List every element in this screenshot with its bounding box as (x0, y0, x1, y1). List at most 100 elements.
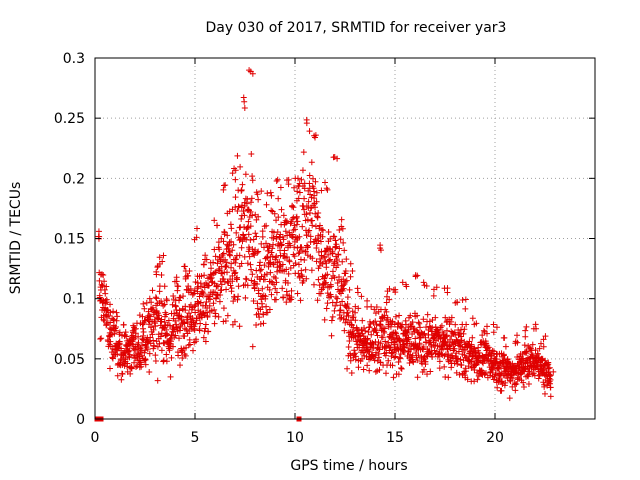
data-point (458, 337, 465, 344)
data-point (258, 188, 265, 195)
data-point (195, 307, 202, 314)
data-point (315, 237, 322, 244)
data-point (152, 352, 159, 359)
data-point (364, 297, 371, 304)
data-point (416, 340, 423, 347)
data-point (334, 295, 341, 302)
data-point (502, 343, 509, 350)
data-point (337, 236, 344, 243)
data-point (263, 303, 270, 310)
data-point (217, 292, 224, 299)
data-point (397, 355, 404, 362)
data-point (176, 335, 183, 342)
data-point (390, 374, 397, 381)
data-point (263, 222, 270, 229)
data-point (212, 268, 219, 275)
data-point (293, 221, 300, 228)
data-point (260, 311, 267, 318)
data-point (330, 154, 337, 161)
data-point (220, 186, 227, 193)
data-point (407, 312, 414, 319)
data-point (160, 252, 167, 259)
data-point (136, 312, 143, 319)
data-point (529, 353, 536, 360)
data-point (436, 365, 443, 372)
data-point (328, 283, 335, 290)
data-point (474, 376, 481, 383)
data-point (272, 285, 279, 292)
data-point (313, 198, 320, 205)
data-point (253, 233, 260, 240)
data-point (190, 290, 197, 297)
data-point (294, 188, 301, 195)
data-point (178, 314, 185, 321)
data-point (481, 371, 488, 378)
data-point (283, 219, 290, 226)
data-point (409, 319, 416, 326)
data-point (359, 355, 366, 362)
data-point (514, 376, 521, 383)
data-point (222, 318, 229, 325)
data-point (424, 371, 431, 378)
data-point (166, 322, 173, 329)
data-point (153, 268, 160, 275)
data-point (193, 234, 200, 241)
data-point (546, 364, 553, 371)
data-point (307, 191, 314, 198)
data-point (134, 363, 141, 370)
data-point (216, 246, 223, 253)
data-point (228, 225, 235, 232)
data-point (248, 195, 255, 202)
data-point (95, 228, 102, 235)
data-point (264, 309, 271, 316)
data-point (258, 266, 265, 273)
data-point (122, 329, 129, 336)
data-point (316, 225, 323, 232)
data-point (306, 172, 313, 179)
data-point (172, 303, 179, 310)
data-point (314, 213, 321, 220)
data-point (349, 267, 356, 274)
data-point (445, 351, 452, 358)
data-point (271, 210, 278, 217)
y-tick-label: 0.1 (63, 292, 85, 308)
data-point (398, 365, 405, 372)
data-point (473, 320, 480, 327)
data-point (146, 350, 153, 357)
data-point (280, 294, 287, 301)
data-point (319, 260, 326, 267)
data-point (192, 321, 199, 328)
data-point (384, 288, 391, 295)
data-point (223, 286, 230, 293)
data-point (341, 247, 348, 254)
data-point (232, 167, 239, 174)
data-point (523, 323, 530, 330)
data-point (344, 294, 351, 301)
data-point (172, 332, 179, 339)
data-point (197, 299, 204, 306)
data-point (290, 204, 297, 211)
data-point (250, 297, 257, 304)
data-point (458, 362, 465, 369)
data-point (389, 318, 396, 325)
data-point (445, 374, 452, 381)
data-point (180, 319, 187, 326)
data-point (278, 241, 285, 248)
data-point (268, 207, 275, 214)
data-point (395, 371, 402, 378)
data-point (323, 185, 330, 192)
data-point (227, 282, 234, 289)
data-point (273, 178, 280, 185)
data-point (147, 324, 154, 331)
data-point (372, 310, 379, 317)
data-point (292, 260, 299, 267)
data-point (254, 280, 261, 287)
data-point (416, 320, 423, 327)
data-point (194, 225, 201, 232)
data-point (432, 314, 439, 321)
data-point (493, 324, 500, 331)
data-point (142, 347, 149, 354)
data-point (376, 366, 383, 373)
data-point (391, 341, 398, 348)
data-point (352, 309, 359, 316)
